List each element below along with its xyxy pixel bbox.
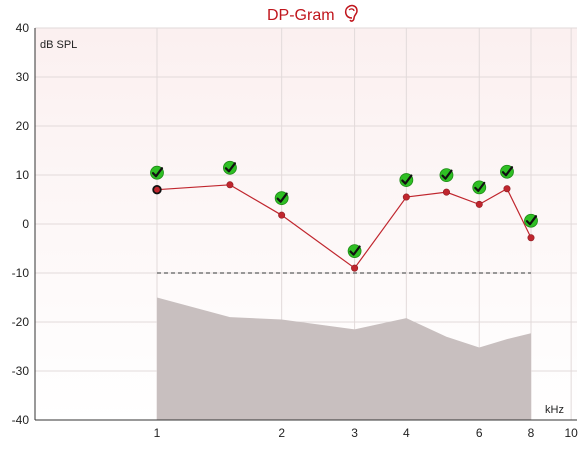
axes: [34, 28, 577, 421]
dp-point: [226, 181, 234, 189]
chart-title-text: DP-Gram: [267, 7, 335, 24]
checkmark-icon: [439, 168, 454, 183]
checkmark-icon: [500, 164, 514, 179]
dp-point: [527, 234, 535, 242]
checkmark-icon: [274, 191, 289, 206]
x-tick-label: 4: [403, 426, 410, 440]
chart-title: DP-Gram: [267, 4, 358, 24]
y-tick-label: 0: [22, 217, 29, 231]
dp-response-points: [152, 181, 535, 272]
x-tick-label: 3: [351, 426, 358, 440]
y-tick-label: -10: [12, 266, 30, 280]
x-tick-label: 6: [476, 426, 483, 440]
y-tick-label: 20: [16, 119, 30, 133]
y-tick-label: -40: [12, 413, 30, 427]
y-axis-ticks: 40 30 20 10 0 -10 -20 -30 -40: [12, 21, 30, 427]
y-tick-label: -20: [12, 315, 30, 329]
x-axis-ticks: 1 2 3 4 6 8 10: [154, 426, 578, 440]
dp-point: [503, 185, 511, 193]
dp-point: [152, 184, 162, 195]
checkmark-icon: [223, 160, 237, 175]
dp-point: [278, 211, 286, 219]
checkmark-icon: [347, 244, 362, 259]
y-tick-label: 40: [16, 21, 30, 35]
checkmark-icon: [150, 165, 164, 180]
y-tick-label: 10: [16, 168, 30, 182]
noise-floor-shape: [157, 297, 531, 420]
checkmark-icon: [472, 180, 487, 195]
checkmark-icon: [399, 173, 414, 187]
y-tick-label: -30: [12, 364, 30, 378]
x-tick-label: 8: [528, 426, 535, 440]
pass-markers: [150, 160, 538, 259]
right-ear-icon: [344, 4, 358, 22]
checkmark-icon: [524, 213, 538, 228]
dp-point: [475, 200, 483, 208]
x-axis-label: kHz: [545, 404, 564, 416]
dp-point: [351, 264, 359, 272]
x-tick-label: 1: [154, 426, 161, 440]
x-tick-label: 10: [564, 426, 578, 440]
y-tick-label: 30: [16, 70, 30, 84]
dp-point: [402, 193, 410, 201]
x-tick-label: 2: [278, 426, 285, 440]
y-axis-label: dB SPL: [40, 39, 77, 51]
noise-floor-area: [157, 297, 531, 420]
dp-point: [442, 188, 450, 196]
